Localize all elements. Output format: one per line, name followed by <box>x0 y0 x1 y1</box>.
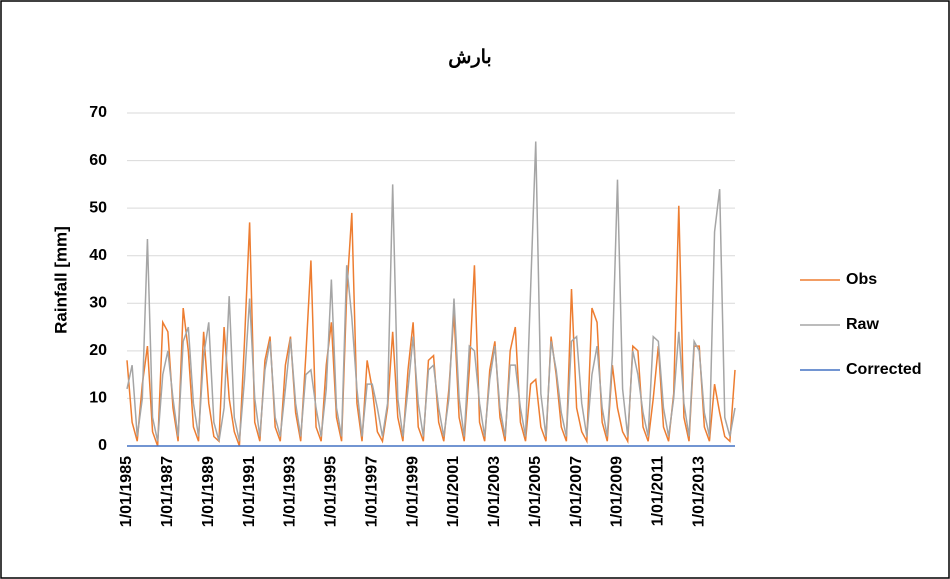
x-tick-label: 1/01/1995 <box>323 456 340 527</box>
x-tick-label: 1/01/1987 <box>159 456 176 527</box>
x-tick-label: 1/01/2005 <box>527 456 544 527</box>
series-line <box>126 205 736 447</box>
x-tick-label: 1/01/2003 <box>486 456 503 527</box>
y-tick-label: 70 <box>89 104 107 121</box>
y-tick-label: 20 <box>89 342 107 359</box>
x-tick-label: 1/01/1985 <box>118 456 135 527</box>
legend-label: Raw <box>846 316 879 333</box>
x-tick-label: 1/01/2013 <box>690 456 707 527</box>
y-tick-label: 30 <box>89 295 107 312</box>
x-tick-label: 1/01/1991 <box>241 456 258 527</box>
legend-label: Obs <box>846 271 877 288</box>
y-tick-label: 50 <box>89 199 107 216</box>
x-tick-label: 1/01/2001 <box>445 456 462 527</box>
y-tick-label: 10 <box>89 390 107 407</box>
x-tick-label: 1/01/1989 <box>200 456 217 527</box>
x-tick-label: 1/01/1993 <box>282 456 299 527</box>
legend-label: Corrected <box>846 361 922 378</box>
x-tick-label: 1/01/1997 <box>363 456 380 527</box>
y-axis-label: Rainfall [mm] <box>51 226 70 334</box>
y-tick-label: 40 <box>89 247 107 264</box>
x-tick-label: 1/01/2011 <box>650 456 667 526</box>
x-tick-label: 1/01/2009 <box>609 456 626 527</box>
y-tick-label: 0 <box>98 437 107 454</box>
y-tick-label: 60 <box>89 152 107 169</box>
x-tick-label: 1/01/1999 <box>404 456 421 527</box>
x-tick-label: 1/01/2007 <box>568 456 585 527</box>
series-line <box>126 141 736 442</box>
chart-title: بارش <box>448 47 491 68</box>
